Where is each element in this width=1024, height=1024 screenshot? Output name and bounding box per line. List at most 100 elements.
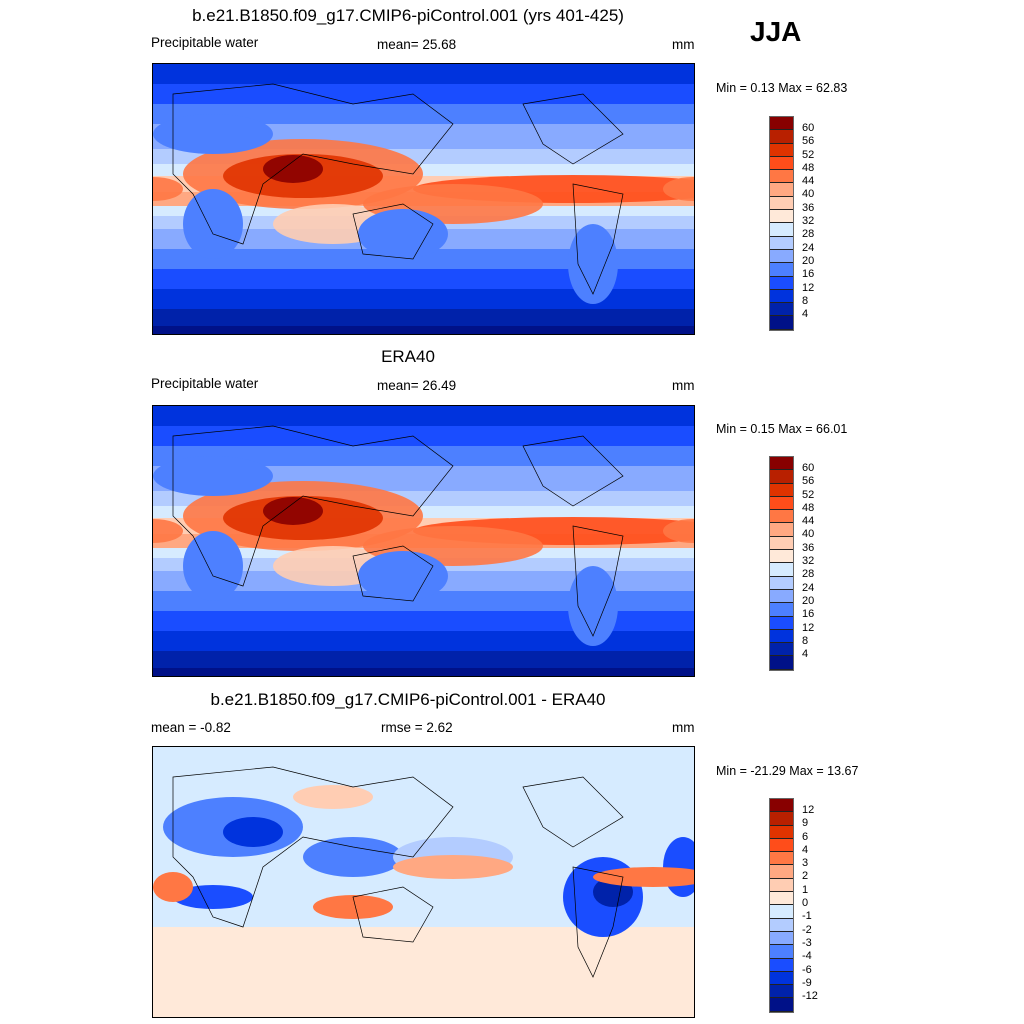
panel-1-colorbar — [769, 116, 794, 331]
coastline — [522, 93, 624, 165]
contour-map — [153, 64, 694, 334]
colorbar-swatch — [770, 918, 793, 932]
contour-map — [153, 747, 694, 1017]
colorbar-tick-label: -12 — [802, 990, 818, 1003]
colorbar-tick-label: -9 — [802, 976, 812, 989]
colorbar-swatch — [770, 210, 793, 224]
panel-2-title: ERA40 — [381, 347, 435, 366]
colorbar-swatch — [770, 563, 793, 577]
colorbar-tick-label: 52 — [802, 148, 815, 161]
colorbar-swatch — [770, 536, 793, 551]
colorbar-swatch — [770, 629, 793, 644]
contour-region — [593, 867, 694, 887]
panel-1-left-label: Precipitable water — [151, 35, 259, 50]
contour-region — [263, 497, 323, 525]
colorbar-tick-label: 6 — [802, 830, 809, 843]
contour-region — [153, 114, 273, 154]
contour-band — [153, 84, 694, 104]
contour-band — [153, 668, 694, 676]
colorbar-swatch — [770, 576, 793, 590]
colorbar-tick-label: 24 — [802, 241, 815, 254]
colorbar-swatch — [770, 799, 793, 813]
colorbar-swatch — [770, 249, 793, 264]
colorbar-tick-label: 2 — [802, 870, 809, 883]
panel-3-title: b.e21.B1850.f09_g17.CMIP6-piControl.001 … — [210, 690, 606, 709]
contour-region — [173, 885, 253, 909]
colorbar-swatch — [770, 931, 793, 946]
coastline — [522, 435, 624, 507]
colorbar-swatch — [770, 825, 793, 839]
colorbar-swatch — [770, 470, 793, 484]
panel-3-minmax: Min = -21.29 Max = 13.67 — [716, 764, 859, 778]
colorbar-tick-label: 16 — [802, 268, 815, 281]
colorbar-tick-label: 0 — [802, 897, 809, 910]
colorbar-swatch — [770, 656, 793, 670]
colorbar-swatch — [770, 905, 793, 919]
colorbar-swatch — [770, 812, 793, 826]
contour-band — [153, 289, 694, 309]
contour-band — [153, 406, 694, 426]
colorbar-tick-label: -1 — [802, 910, 812, 923]
colorbar-swatch — [770, 838, 793, 853]
colorbar-swatch — [770, 878, 793, 893]
colorbar-tick-label: 4 — [802, 308, 809, 321]
contour-region — [153, 456, 273, 496]
coastline — [352, 203, 434, 260]
colorbar-tick-label: 12 — [802, 804, 815, 816]
colorbar-tick-label: 12 — [802, 621, 815, 634]
colorbar-swatch — [770, 865, 793, 879]
colorbar-tick-label: 32 — [802, 555, 815, 568]
colorbar-swatch — [770, 616, 793, 630]
coastline — [572, 525, 624, 637]
colorbar-tick-label: 36 — [802, 541, 815, 554]
panel-3-mean: mean = -0.82 — [151, 720, 231, 735]
colorbar-tick-label: 44 — [802, 515, 815, 528]
colorbar-tick-label: 40 — [802, 528, 815, 541]
panel-3-rmse: rmse = 2.62 — [381, 720, 453, 735]
panel-3-units: mm — [672, 720, 695, 735]
colorbar-swatch — [770, 183, 793, 197]
contour-band — [153, 591, 694, 611]
panel-2-mean: mean= 26.49 — [377, 378, 457, 393]
contour-region — [663, 177, 694, 201]
panel-2-units: mm — [672, 378, 695, 393]
coastline — [172, 766, 454, 928]
colorbar-swatch — [770, 276, 793, 290]
contour-region — [223, 817, 283, 847]
colorbar-swatch — [770, 852, 793, 866]
contour-band — [153, 64, 694, 84]
colorbar-tick-label: 44 — [802, 175, 815, 188]
colorbar-swatch — [770, 510, 793, 524]
contour-band — [153, 927, 694, 1017]
panel-2-colorbar-labels: 60 56 52 48 44 40 36 32 28 24 20 16 12 8 4 — [802, 462, 814, 661]
panel-2-map — [152, 405, 695, 677]
coastline — [352, 545, 434, 602]
colorbar-swatch — [770, 985, 793, 999]
colorbar-swatch — [770, 143, 793, 157]
contour-band — [153, 651, 694, 668]
contour-band — [153, 631, 694, 651]
colorbar-tick-label: 56 — [802, 135, 815, 148]
colorbar-tick-label: 16 — [802, 608, 815, 621]
colorbar-tick-label: 60 — [802, 122, 815, 134]
colorbar-tick-label: 4 — [802, 648, 809, 661]
colorbar-swatch — [770, 223, 793, 237]
panel-3-map — [152, 746, 695, 1018]
colorbar-swatch — [770, 289, 793, 304]
colorbar-swatch — [770, 643, 793, 657]
contour-band — [153, 426, 694, 446]
coastline — [172, 83, 454, 245]
colorbar-swatch — [770, 303, 793, 317]
colorbar-tick-label: 3 — [802, 857, 809, 870]
contour-band — [153, 611, 694, 631]
colorbar-swatch — [770, 603, 793, 617]
colorbar-tick-label: 28 — [802, 228, 815, 241]
panel-1-mean: mean= 25.68 — [377, 37, 457, 52]
contour-region — [663, 519, 694, 543]
panel-1-colorbar-labels: 60 56 52 48 44 40 36 32 28 24 20 16 12 8 4 — [802, 122, 814, 321]
contour-band — [153, 309, 694, 326]
colorbar-swatch — [770, 892, 793, 906]
colorbar-tick-label: -3 — [802, 936, 812, 949]
colorbar-tick-label: 32 — [802, 215, 815, 228]
coastline — [572, 866, 624, 978]
